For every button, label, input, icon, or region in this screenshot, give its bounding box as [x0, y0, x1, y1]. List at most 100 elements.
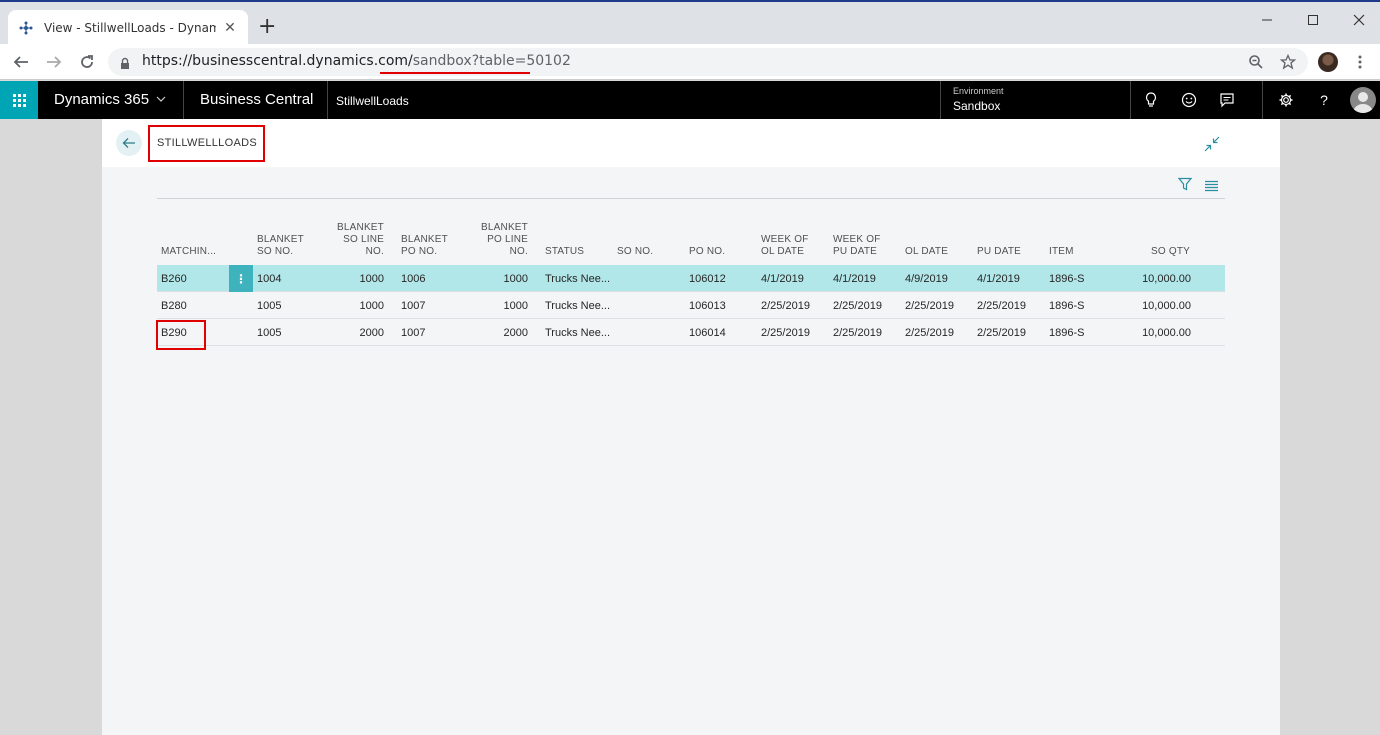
- tab-title: View - StillwellLoads - Dynamics: [44, 21, 216, 35]
- header-text: NO.: [509, 246, 528, 257]
- cell-week-of-ol-date: 2/25/2019: [761, 300, 810, 312]
- header-text: BLANKET: [257, 234, 304, 245]
- cell-ol-date: 4/9/2019: [905, 273, 948, 285]
- cell-status: Trucks Nee...: [545, 300, 610, 312]
- cell-matching[interactable]: B290: [161, 327, 187, 339]
- col-header-so-no[interactable]: SO NO.: [617, 246, 653, 258]
- header-text: OL DATE: [905, 246, 949, 257]
- lock-icon: [120, 55, 130, 74]
- cell-blanket-po-line: 1000: [503, 273, 528, 285]
- col-header-blanket-so-no[interactable]: BLANKET SO NO.: [257, 234, 304, 258]
- user-avatar[interactable]: [1350, 87, 1376, 113]
- cell-ol-date: 2/25/2019: [905, 327, 954, 339]
- row-actions-menu-icon[interactable]: ⋮: [229, 265, 253, 292]
- cell-blanket-so-line: 1000: [359, 300, 384, 312]
- environment-label: Environment: [953, 86, 1004, 96]
- url-text: https://businesscentral.dynamics.com/san…: [142, 53, 571, 69]
- environment-value[interactable]: Sandbox: [953, 99, 1001, 113]
- close-window-icon[interactable]: [1336, 8, 1380, 32]
- cell-status: Trucks Nee...: [545, 273, 610, 285]
- col-header-matching[interactable]: MATCHIN...: [161, 246, 216, 258]
- table-row[interactable]: B260 ⋮ 1004 1000 1006 1000 Trucks Nee...…: [157, 265, 1225, 292]
- cell-pu-date: 4/1/2019: [977, 273, 1020, 285]
- header-text: BLANKET: [481, 222, 528, 233]
- table-row[interactable]: B290 1005 2000 1007 2000 Trucks Nee... 1…: [157, 319, 1225, 346]
- zoom-icon[interactable]: [1246, 52, 1266, 72]
- cell-so-qty: 10,000.00: [1142, 327, 1191, 339]
- product-name[interactable]: Business Central: [200, 91, 314, 108]
- company-name[interactable]: StillwellLoads: [336, 94, 409, 108]
- smiley-feedback-icon[interactable]: [1179, 90, 1199, 110]
- page-header: STILLWELLLOADS: [102, 119, 1280, 167]
- cell-pu-date: 2/25/2019: [977, 300, 1026, 312]
- header-text: WEEK OF: [761, 234, 809, 245]
- reload-icon[interactable]: [75, 50, 99, 74]
- header-divider: [183, 81, 184, 119]
- cell-matching[interactable]: B260: [161, 273, 187, 285]
- help-icon[interactable]: ?: [1320, 92, 1328, 108]
- app-launcher-waffle-icon[interactable]: [0, 81, 38, 119]
- header-text: WEEK OF: [833, 234, 881, 245]
- collapse-icon[interactable]: [1204, 136, 1220, 152]
- col-header-blanket-so-line[interactable]: BLANKET SO LINE NO.: [324, 222, 384, 258]
- col-header-week-of-ol-date[interactable]: WEEK OF OL DATE: [761, 234, 809, 258]
- col-header-week-of-pu-date[interactable]: WEEK OF PU DATE: [833, 234, 881, 258]
- filter-icon[interactable]: [1177, 176, 1193, 191]
- col-header-blanket-po-no[interactable]: BLANKET PO NO.: [401, 234, 448, 258]
- col-header-ol-date[interactable]: OL DATE: [905, 246, 948, 258]
- cell-blanket-po-no: 1007: [401, 327, 426, 339]
- header-text: PO NO.: [689, 246, 726, 257]
- cell-blanket-po-line: 1000: [503, 300, 528, 312]
- cell-matching[interactable]: B280: [161, 300, 187, 312]
- col-header-status[interactable]: STATUS: [545, 246, 584, 258]
- cell-highlight-box: [156, 320, 206, 350]
- list-view-icon[interactable]: [1205, 177, 1218, 192]
- header-text: SO NO.: [617, 246, 654, 257]
- chrome-menu-icon[interactable]: [1350, 52, 1370, 72]
- header-text: PU DATE: [977, 246, 1021, 257]
- cell-po-no: 106014: [689, 327, 726, 339]
- chevron-down-icon[interactable]: [156, 93, 166, 106]
- cell-item: 1896-S: [1049, 327, 1085, 339]
- lightbulb-icon[interactable]: [1141, 90, 1161, 110]
- header-divider: [1130, 81, 1131, 119]
- cell-item: 1896-S: [1049, 273, 1085, 285]
- header-text: OL DATE: [761, 246, 805, 257]
- col-header-blanket-po-line[interactable]: BLANKET PO LINE NO.: [468, 222, 528, 258]
- cell-ol-date: 2/25/2019: [905, 300, 954, 312]
- app-header: Dynamics 365 Business Central StillwellL…: [0, 81, 1380, 119]
- cell-so-qty: 10,000.00: [1142, 300, 1191, 312]
- header-text: SO NO.: [257, 246, 294, 257]
- col-header-item[interactable]: ITEM: [1049, 246, 1074, 258]
- col-header-pu-date[interactable]: PU DATE: [977, 246, 1021, 258]
- table-row[interactable]: B280 1005 1000 1007 1000 Trucks Nee... 1…: [157, 292, 1225, 319]
- browser-tab[interactable]: View - StillwellLoads - Dynamics ✕: [8, 10, 248, 46]
- address-bar[interactable]: https://businesscentral.dynamics.com/san…: [108, 48, 1308, 76]
- list-page: STILLWELLLOADS MATCHIN... BLANKET SO NO.…: [102, 119, 1280, 735]
- header-divider: [940, 81, 941, 119]
- chat-icon[interactable]: [1217, 90, 1237, 110]
- cell-so-qty: 10,000.00: [1142, 273, 1191, 285]
- cell-status: Trucks Nee...: [545, 327, 610, 339]
- new-tab-icon[interactable]: +: [258, 14, 277, 39]
- maximize-icon[interactable]: [1290, 8, 1336, 32]
- suite-name[interactable]: Dynamics 365: [54, 91, 150, 108]
- minimize-icon[interactable]: [1244, 8, 1290, 32]
- title-highlight-box: [148, 125, 265, 162]
- col-header-so-qty[interactable]: SO QTY: [1130, 246, 1190, 258]
- gear-icon[interactable]: [1276, 90, 1296, 110]
- back-arrow-icon[interactable]: [9, 50, 33, 74]
- browser-toolbar: https://businesscentral.dynamics.com/san…: [0, 44, 1380, 80]
- browser-tab-strip: View - StillwellLoads - Dynamics ✕ +: [0, 0, 1380, 46]
- cell-week-of-pu-date: 2/25/2019: [833, 300, 882, 312]
- cell-blanket-po-line: 2000: [503, 327, 528, 339]
- url-path: sandbox?table=50102: [412, 53, 571, 69]
- header-text: BLANKET: [337, 222, 384, 233]
- back-arrow-icon: [122, 138, 135, 148]
- chrome-profile-avatar[interactable]: [1318, 52, 1338, 72]
- back-button[interactable]: [116, 130, 142, 156]
- bookmark-star-icon[interactable]: [1278, 52, 1298, 72]
- col-header-po-no[interactable]: PO NO.: [689, 246, 725, 258]
- forward-arrow-icon[interactable]: [42, 50, 66, 74]
- close-tab-icon[interactable]: ✕: [224, 20, 236, 36]
